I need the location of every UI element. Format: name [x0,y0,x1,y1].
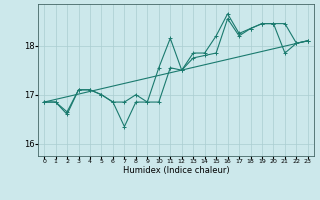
X-axis label: Humidex (Indice chaleur): Humidex (Indice chaleur) [123,166,229,175]
